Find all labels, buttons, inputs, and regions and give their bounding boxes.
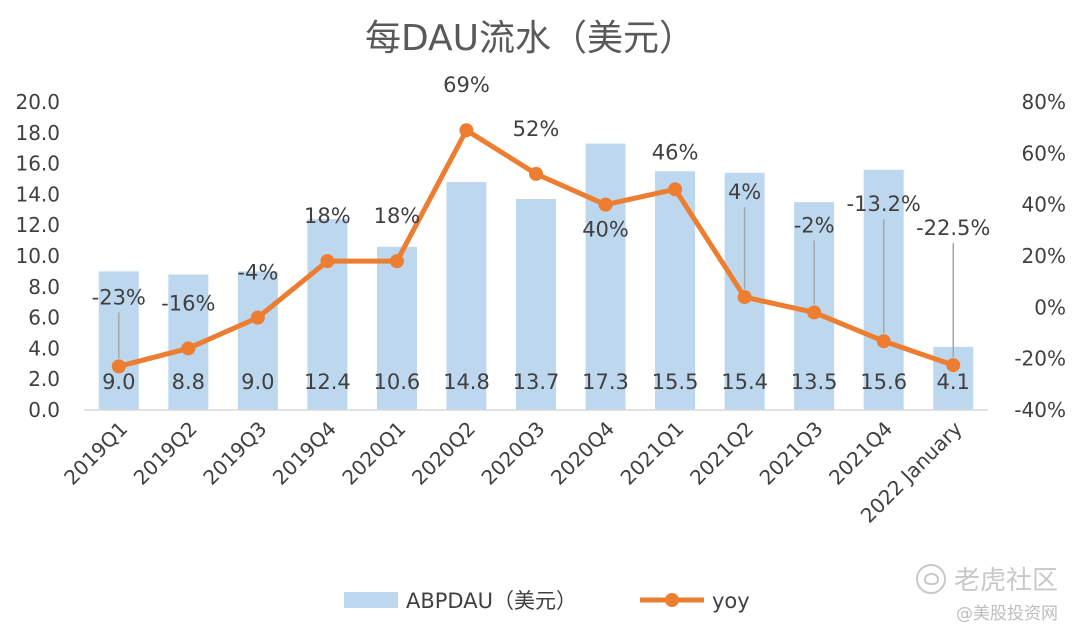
bar-data-label: 14.8: [443, 370, 490, 394]
y-right-tick-label: 80%: [1022, 90, 1066, 114]
bar: [237, 271, 278, 410]
yoy-point: [598, 197, 613, 212]
x-tick-label: 2019Q3: [198, 417, 271, 490]
bar: [933, 346, 974, 410]
yoy-point: [459, 123, 474, 138]
y-axis-right: -40% -20% 0% 20% 40% 60% 80%: [1014, 90, 1066, 422]
y-right-tick-label: -40%: [1014, 398, 1066, 422]
bar-data-label: 13.5: [791, 370, 838, 394]
y-left-tick-label: 14.0: [15, 182, 60, 206]
yoy-point: [807, 305, 822, 320]
bar-data-label: 15.5: [652, 370, 699, 394]
x-tick-label: 2020Q2: [407, 417, 480, 490]
yoy-data-label: -23%: [92, 285, 146, 309]
bar-data-label: 10.6: [374, 370, 421, 394]
yoy-data-label: 69%: [443, 73, 490, 97]
y-left-tick-label: 20.0: [15, 90, 60, 114]
bar: [446, 182, 487, 410]
chart-title: 每DAU流水（美元）: [365, 18, 695, 59]
yoy-point: [181, 341, 196, 356]
watermark-account: @美股投资网: [956, 604, 1058, 624]
yoy-data-label: 52%: [513, 117, 560, 141]
bar-data-label: 17.3: [582, 370, 629, 394]
yoy-data-label: 46%: [652, 140, 699, 164]
bar-data-label: 9.0: [241, 370, 274, 394]
yoy-point: [111, 359, 126, 374]
bar-data-label: 12.4: [304, 370, 351, 394]
yoy-data-labels: -23% -16% -4% 18% 18% 69% 52% 40% 46% 4% -2% -13.2%…: [92, 73, 991, 315]
y-left-tick-label: 8.0: [28, 275, 60, 299]
y-left-tick-label: 2.0: [28, 367, 60, 391]
leader-lines: [118, 207, 954, 359]
y-right-tick-label: 40%: [1022, 193, 1066, 217]
legend-line-marker: [665, 593, 679, 607]
yoy-point: [320, 254, 335, 269]
bar: [307, 219, 348, 410]
bar: [376, 246, 417, 410]
yoy-data-label: 18%: [374, 204, 421, 228]
legend-bar-swatch: [344, 592, 398, 608]
yoy-data-label: -22.5%: [916, 216, 990, 240]
x-tick-label: 2020Q4: [546, 417, 619, 490]
y-left-tick-label: 12.0: [15, 213, 60, 237]
yoy-point: [737, 290, 752, 305]
x-tick-label: 2021Q3: [755, 417, 828, 490]
y-left-tick-label: 10.0: [15, 244, 60, 268]
yoy-data-label: -4%: [237, 261, 278, 285]
yoy-data-label: 18%: [304, 204, 351, 228]
y-right-tick-label: 60%: [1022, 141, 1066, 165]
bar-data-label: 4.1: [937, 370, 970, 394]
x-tick-label: 2021Q2: [685, 417, 758, 490]
yoy-point: [250, 310, 265, 325]
x-tick-label: 2021Q4: [824, 417, 897, 490]
bar-data-label: 13.7: [513, 370, 560, 394]
x-tick-label: 2020Q3: [476, 417, 549, 490]
bar-data-label: 15.4: [721, 370, 768, 394]
legend-line-label: yoy: [712, 589, 750, 613]
x-tick-label: 2020Q1: [337, 417, 410, 490]
x-axis: 2019Q12019Q22019Q32019Q42020Q12020Q22020…: [59, 416, 967, 527]
yoy-point: [946, 358, 961, 373]
x-tick-label: 2021Q1: [616, 417, 689, 490]
yoy-data-label: 4%: [728, 180, 761, 204]
yoy-data-label: -16%: [161, 291, 215, 315]
legend-bar-label: ABPDAU（美元）: [406, 589, 577, 613]
yoy-point: [389, 254, 404, 269]
yoy-point: [668, 182, 683, 197]
yoy-data-label: -13.2%: [847, 192, 921, 216]
y-left-tick-label: 16.0: [15, 152, 60, 176]
y-right-tick-label: 0%: [1034, 295, 1066, 319]
y-left-tick-label: 6.0: [28, 306, 60, 330]
bar: [585, 143, 626, 410]
x-tick-label: 2019Q1: [59, 417, 132, 490]
y-left-tick-label: 18.0: [15, 121, 60, 145]
yoy-data-label: -2%: [794, 213, 835, 237]
watermark-brand: 老虎社区: [953, 566, 1058, 596]
y-axis-left: 0.0 2.0 4.0 6.0 8.0 10.0 12.0 14.0 16.0 18.0 20.0: [15, 90, 60, 422]
y-left-tick-label: 4.0: [28, 336, 60, 360]
bar-data-label: 9.0: [102, 370, 135, 394]
bar-data-labels: 9.0 8.8 9.0 12.4 10.6 14.8 13.7 17.3 15.5 15.4 13.…: [102, 370, 970, 394]
watermark: 老虎社区 @美股投资网: [915, 560, 1058, 624]
bar-series: [98, 143, 974, 410]
yoy-point: [529, 166, 543, 181]
yoy-data-label: 40%: [582, 218, 629, 242]
y-right-tick-label: -20%: [1014, 347, 1066, 371]
x-tick-label: 2019Q2: [129, 417, 202, 490]
yoy-point: [876, 334, 891, 349]
y-left-tick-label: 0.0: [28, 398, 60, 422]
bar-data-label: 15.6: [860, 370, 907, 394]
bar-data-label: 8.8: [172, 370, 205, 394]
bar: [516, 199, 556, 410]
tiger-logo-icon: [915, 563, 946, 594]
yoy-line-series: [111, 123, 961, 374]
legend: ABPDAU（美元） yoy: [344, 589, 750, 613]
x-tick-label: 2019Q4: [268, 417, 341, 490]
y-right-tick-label: 20%: [1022, 244, 1066, 268]
